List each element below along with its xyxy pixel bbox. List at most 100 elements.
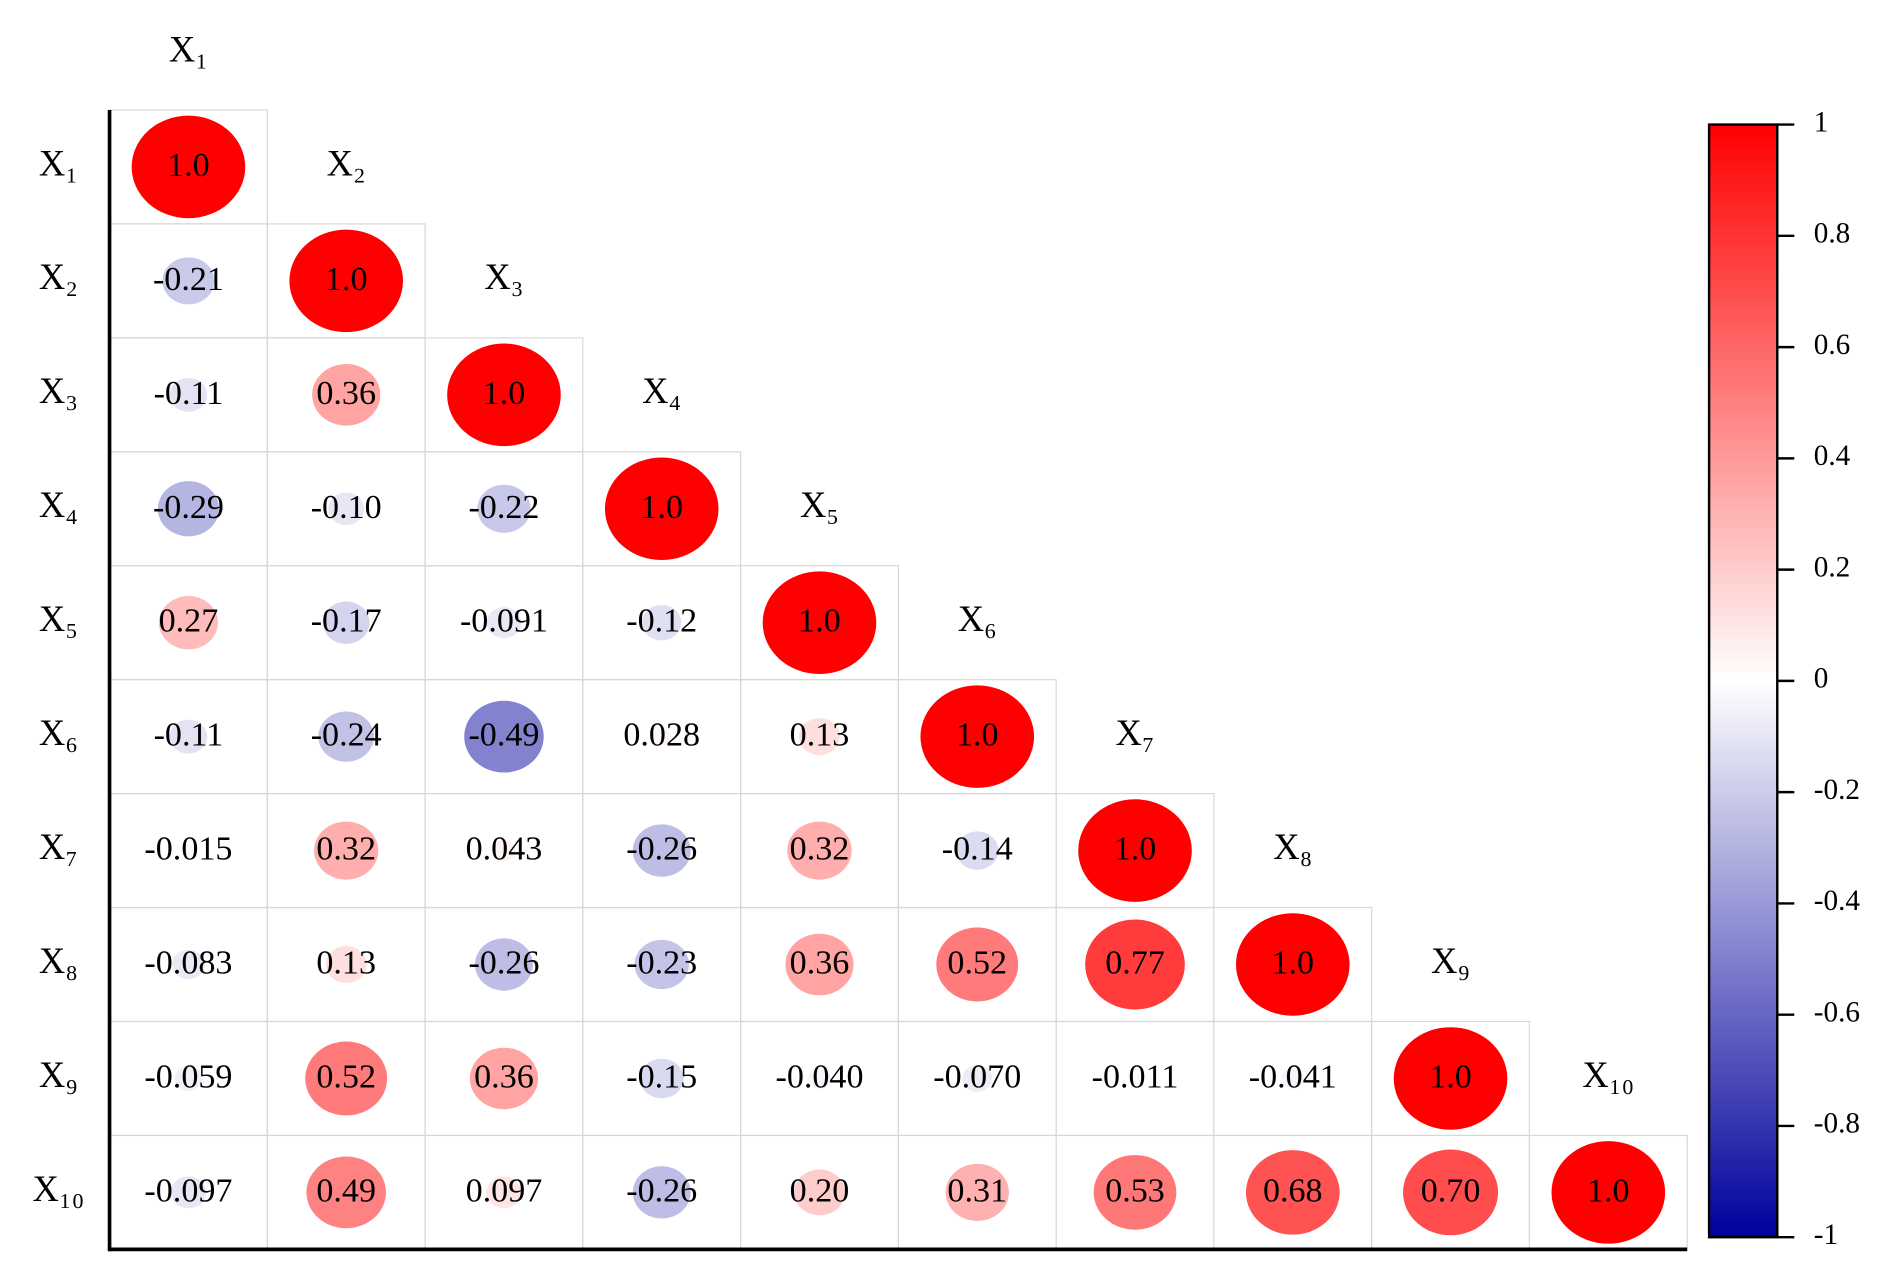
value-label: 1.0 [956, 717, 999, 754]
row-label: X₉ [39, 1054, 78, 1095]
value-label: 0.36 [316, 375, 376, 412]
value-label: 0.20 [790, 1172, 850, 1209]
value-label: -0.26 [626, 1172, 697, 1209]
value-label: 0.028 [623, 717, 700, 754]
value-label: -0.015 [144, 831, 232, 868]
correlation-circle [945, 1163, 1009, 1221]
value-label: -0.083 [144, 945, 232, 982]
colorbar-tick-label: 0.8 [1814, 218, 1851, 250]
value-label: -0.091 [460, 603, 548, 640]
value-label: 0.68 [1263, 1172, 1323, 1209]
correlation-circle [1235, 913, 1350, 1016]
correlation-circle [956, 831, 999, 870]
correlation-circle [1393, 1027, 1508, 1130]
value-label: -0.26 [468, 945, 539, 982]
value-label: -0.26 [626, 831, 697, 868]
correlation-circle [962, 1064, 993, 1093]
row-label: X₁ [39, 142, 78, 183]
column-label: X₆ [958, 598, 997, 639]
value-label: 1.0 [798, 603, 841, 640]
correlation-circle [794, 1169, 845, 1216]
value-label: -0.23 [626, 945, 697, 982]
correlation-circle [1551, 1141, 1666, 1244]
colorbar-tick-label: 0.6 [1814, 329, 1851, 361]
correlation-circle [787, 821, 852, 880]
colorbar-tick-label: 0.2 [1814, 551, 1851, 583]
row-label: X₄ [39, 484, 78, 525]
correlation-circle [477, 484, 531, 533]
correlation-circle [305, 1041, 388, 1116]
value-label: -0.24 [311, 717, 382, 754]
colorbar-tick-label: -0.6 [1814, 996, 1860, 1028]
correlation-circle [318, 711, 375, 762]
value-label: 0.27 [159, 603, 219, 640]
correlation-circle [486, 607, 522, 639]
correlation-circle [312, 364, 381, 426]
value-label: 0.13 [316, 945, 376, 982]
correlation-circle [652, 728, 672, 746]
value-label: 0.31 [947, 1172, 1007, 1209]
value-label: 0.36 [474, 1059, 534, 1096]
correlation-circle [328, 492, 365, 525]
correlation-circle [642, 604, 682, 641]
correlation-circle [475, 938, 533, 991]
value-label: -0.22 [468, 489, 539, 526]
value-label: -0.011 [1092, 1059, 1179, 1096]
colorbar-tick-label: -1 [1814, 1219, 1838, 1251]
correlation-circle [131, 115, 246, 219]
correlation-circle [170, 1176, 207, 1209]
correlation-circle [604, 457, 719, 561]
value-label: 0.32 [316, 831, 376, 868]
correlation-circle [1078, 799, 1192, 902]
correlation-circle [325, 946, 367, 984]
value-label: -0.11 [154, 375, 224, 412]
value-label: 1.0 [1271, 945, 1314, 982]
correlation-circle [169, 719, 208, 754]
row-label: X₃ [39, 370, 78, 411]
column-label: X₃ [484, 256, 523, 297]
value-label: 0.53 [1105, 1172, 1165, 1209]
correlation-circle [632, 824, 691, 877]
correlation-circle [808, 1068, 831, 1089]
colorbar [1707, 123, 1779, 1239]
correlation-circle [486, 1176, 522, 1209]
correlation-circle [632, 1166, 691, 1219]
colorbar-tick-label: 0 [1814, 663, 1829, 695]
correlation-circle [162, 257, 215, 305]
column-label: X₄ [642, 370, 681, 411]
value-label: 0.52 [316, 1059, 376, 1096]
row-label: X₅ [39, 598, 78, 639]
column-label: X₇ [1115, 712, 1154, 753]
value-label: -0.041 [1249, 1059, 1337, 1096]
value-label: -0.15 [626, 1059, 697, 1096]
value-label: 1.0 [167, 147, 210, 184]
value-label: -0.29 [153, 489, 224, 526]
row-label: X₁₀ [33, 1168, 85, 1209]
row-label: X₆ [39, 712, 78, 753]
value-label: 0.77 [1105, 945, 1165, 982]
correlation-circle [157, 481, 220, 537]
colorbar-tick-label: -0.8 [1814, 1108, 1860, 1140]
correlation-circle [799, 718, 840, 756]
value-label: 0.32 [790, 831, 850, 868]
correlation-circle [936, 927, 1019, 1002]
value-label: -0.059 [144, 1059, 232, 1096]
correlation-circle [289, 229, 403, 333]
correlation-circle [322, 601, 370, 644]
value-label: -0.14 [942, 831, 1013, 868]
correlation-circle [634, 939, 689, 990]
correlation-circle [306, 1156, 386, 1229]
correlation-circle [920, 685, 1035, 788]
correlation-circle [447, 343, 561, 447]
colorbar-tick-label: 1 [1814, 106, 1829, 138]
correlation-circle [1093, 1155, 1177, 1230]
correlation-circle [1403, 1149, 1499, 1236]
value-label: 1.0 [640, 489, 683, 526]
value-label: -0.21 [153, 261, 224, 298]
correlation-circle [762, 571, 877, 674]
correlation-circle [1129, 1073, 1141, 1084]
column-label: X₁₀ [1582, 1054, 1634, 1095]
correlation-circle [158, 596, 218, 650]
